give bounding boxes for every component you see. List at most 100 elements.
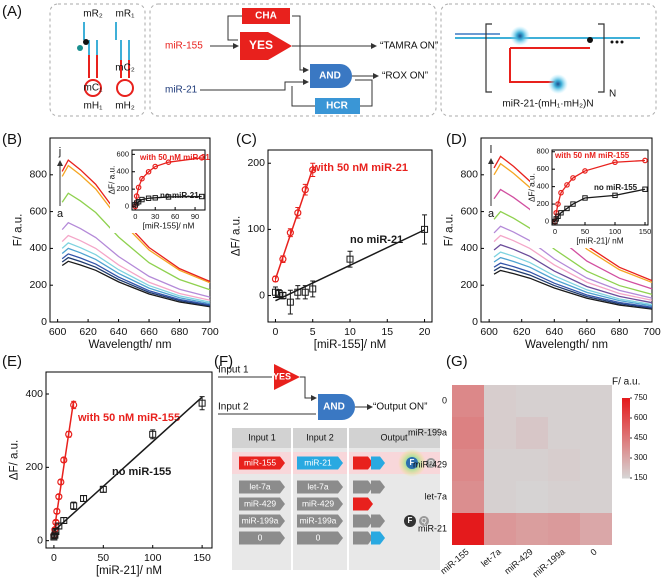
fluor-label: F xyxy=(408,516,413,525)
series-label: with 50 nM miR-155 xyxy=(77,412,180,424)
x-axis-label: [miR-155]/ nM xyxy=(143,222,195,231)
colorbar-segment xyxy=(622,464,630,467)
tag xyxy=(239,531,285,545)
point xyxy=(145,168,152,175)
panel-label: (C) xyxy=(236,131,257,148)
plot-frame xyxy=(45,371,213,549)
table-cell: miR-21 xyxy=(304,457,332,467)
table-cell: miR-199a xyxy=(300,515,337,525)
colorbar-segment xyxy=(622,404,630,407)
spectrum-line xyxy=(61,234,211,301)
point xyxy=(286,229,294,237)
plot-frame xyxy=(480,137,653,323)
diagram-a: mR₂ mR₁ mC₂ mC₁ mH₁ mH₂ CHA YES miR-155 … xyxy=(49,3,657,117)
x-tick-label: 60 xyxy=(171,212,179,221)
x-tick-label: 150 xyxy=(193,552,211,564)
colorbar-segment xyxy=(622,456,630,459)
y-tick-label: 600 xyxy=(460,205,478,217)
tag xyxy=(353,480,373,494)
spectrum-line xyxy=(61,164,211,284)
heat-cell xyxy=(452,513,484,545)
heat-cell xyxy=(580,417,612,449)
colorbar-tick-label: 450 xyxy=(634,433,648,442)
colorbar-segment xyxy=(622,402,630,405)
point xyxy=(149,430,157,438)
tag xyxy=(371,480,385,494)
table-cell: miR-155 xyxy=(244,457,276,467)
loop xyxy=(227,15,301,46)
column-label: miR-199a xyxy=(530,547,566,579)
y-axis-label: ΔF/ a.u. xyxy=(108,166,117,195)
colorbar-segment xyxy=(622,424,630,427)
heat-cell xyxy=(548,449,580,481)
y-tick-label: 200 xyxy=(536,199,549,208)
y-tick-label: 200 xyxy=(29,279,47,291)
input-label: Input 1 xyxy=(218,365,249,376)
table-cell: miR-429 xyxy=(302,498,334,508)
hairpin-label: mC₂ xyxy=(115,63,135,74)
row-label: let-7a xyxy=(424,491,447,501)
plot-frame xyxy=(49,137,211,323)
y-tick-label: 400 xyxy=(536,182,549,191)
spectrum-line xyxy=(493,256,653,307)
colorbar-tick-label: 150 xyxy=(634,473,648,482)
panel-label: (E) xyxy=(2,353,22,370)
yes-label: YES xyxy=(273,371,291,381)
spectrum-line xyxy=(493,251,653,306)
heat-cell xyxy=(452,417,484,449)
point xyxy=(286,298,294,306)
heat-cell xyxy=(548,385,580,417)
point xyxy=(558,189,564,196)
colorbar-segment xyxy=(622,444,630,447)
table-header-label: Output xyxy=(380,432,408,442)
spectrum-line xyxy=(493,269,653,310)
y-tick-label: 0 xyxy=(259,289,265,301)
point xyxy=(139,196,145,203)
colorbar-segment xyxy=(622,416,630,419)
box xyxy=(49,3,146,117)
fluorophore xyxy=(77,45,83,51)
y-tick-label: 800 xyxy=(460,169,478,181)
table-cell: miR-429 xyxy=(244,498,276,508)
column-label: 0 xyxy=(589,547,599,558)
point xyxy=(346,255,354,263)
box xyxy=(440,3,657,117)
y-tick-label: 600 xyxy=(116,149,129,158)
x-tick-label: 100 xyxy=(609,227,622,236)
hairpin-label: mR₁ xyxy=(116,9,136,20)
colorbar-segment xyxy=(622,458,630,461)
dot xyxy=(620,40,624,44)
x-tick-label: 150 xyxy=(639,227,652,236)
point xyxy=(135,184,142,191)
quencher xyxy=(587,37,593,43)
point xyxy=(70,401,78,409)
y-tick-label: 100 xyxy=(247,223,265,235)
x-tick-label: 640 xyxy=(110,326,128,338)
y-tick-label: 0 xyxy=(41,316,47,328)
row-label: miR-21 xyxy=(418,523,447,533)
and-gate xyxy=(310,64,352,88)
point xyxy=(279,255,287,263)
tag xyxy=(239,514,285,528)
heat-cell xyxy=(548,481,580,513)
colorbar-segment xyxy=(622,414,630,417)
x-tick-label: 600 xyxy=(480,326,498,338)
spectrum-line xyxy=(493,243,653,304)
error-bar xyxy=(71,501,77,510)
series-label: with 50 nM miR-21 xyxy=(311,162,408,174)
hairpin-mh2 xyxy=(115,22,130,60)
x-axis-label: [miR-21]/ nM xyxy=(576,237,623,246)
point xyxy=(53,507,61,515)
point xyxy=(55,522,63,530)
x-tick-label: 620 xyxy=(513,326,531,338)
point xyxy=(279,292,287,300)
hairpin-loop xyxy=(116,79,134,97)
curve-annotation: l xyxy=(490,144,492,156)
point xyxy=(555,201,561,207)
hairpin-mh1 xyxy=(83,22,98,78)
x-axis-label: [miR-155]/ nM xyxy=(314,339,387,351)
point xyxy=(165,194,172,200)
dot xyxy=(615,40,619,44)
point xyxy=(309,166,317,174)
